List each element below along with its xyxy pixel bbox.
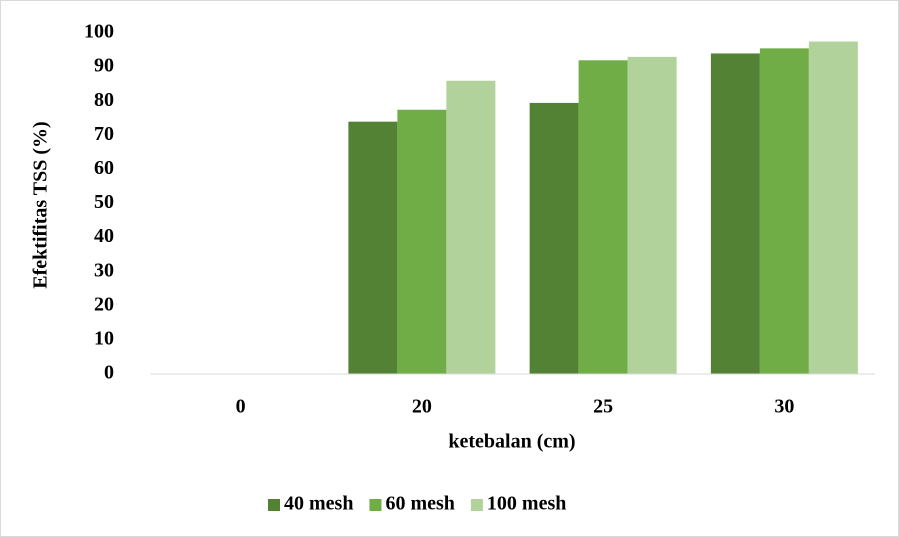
- legend-swatch: [268, 499, 280, 511]
- y-tick-label: 20: [94, 293, 114, 315]
- legend-swatch: [471, 499, 483, 511]
- y-tick-label: 70: [94, 123, 114, 145]
- y-tick-label: 40: [94, 225, 114, 247]
- y-tick-label: 100: [84, 21, 114, 43]
- y-tick-label: 50: [94, 191, 114, 213]
- y-tick-label: 60: [94, 157, 114, 179]
- x-tick-label: 0: [236, 396, 246, 418]
- y-axis-title: Efektifitas TSS (%): [30, 121, 52, 288]
- y-tick-label: 0: [104, 362, 114, 384]
- bar: [760, 48, 809, 374]
- y-tick-label: 30: [94, 259, 114, 281]
- legend-label: 100 mesh: [487, 493, 566, 515]
- x-tick-label: 25: [593, 396, 613, 418]
- bar: [397, 110, 446, 374]
- bar: [628, 57, 677, 374]
- x-tick-label: 20: [412, 396, 432, 418]
- bar: [579, 60, 628, 374]
- chart: Efektifitas TSS (%) ketebalan (cm) 0 10 20…: [0, 0, 899, 537]
- bar: [711, 53, 760, 374]
- x-tick-label: 30: [774, 396, 794, 418]
- x-axis-title: ketebalan (cm): [448, 431, 575, 453]
- y-tick-label: 10: [94, 327, 114, 349]
- bar: [348, 122, 397, 374]
- bar: [809, 42, 858, 374]
- y-tick-label: 90: [94, 55, 114, 77]
- legend-swatch: [369, 499, 381, 511]
- bar: [530, 103, 579, 374]
- legend-label: 40 mesh: [284, 493, 353, 515]
- legend-label: 60 mesh: [385, 493, 454, 515]
- bar: [446, 81, 495, 374]
- y-tick-label: 80: [94, 89, 114, 111]
